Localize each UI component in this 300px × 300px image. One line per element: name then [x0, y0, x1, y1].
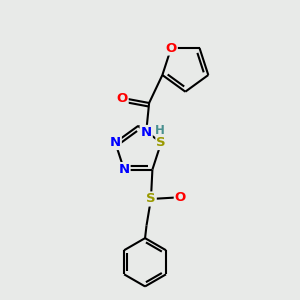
Text: H: H — [155, 124, 165, 137]
Text: O: O — [175, 191, 186, 204]
Text: O: O — [116, 92, 128, 105]
Text: N: N — [118, 163, 130, 176]
Text: N: N — [141, 126, 152, 139]
Text: N: N — [110, 136, 121, 149]
Text: O: O — [166, 41, 177, 55]
Text: S: S — [146, 193, 156, 206]
Text: S: S — [156, 136, 166, 149]
